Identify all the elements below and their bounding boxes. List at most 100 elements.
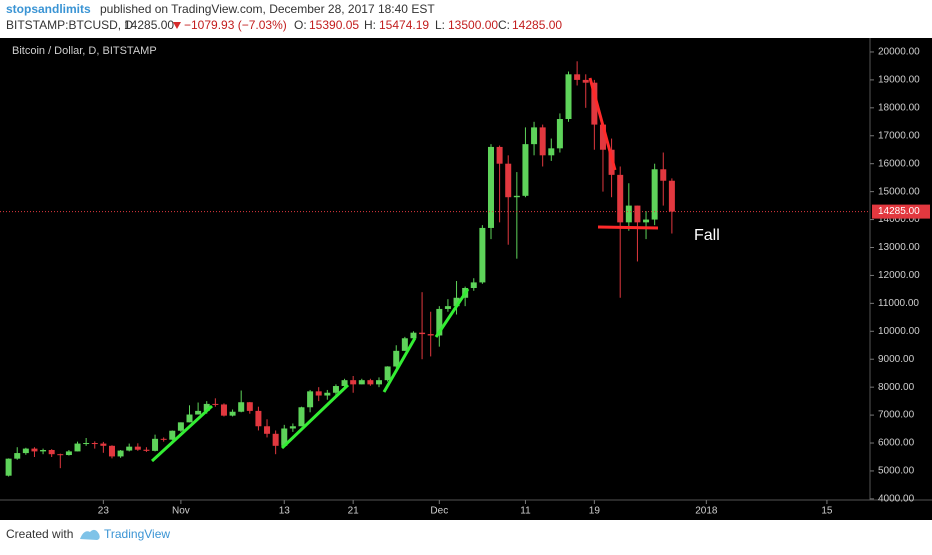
candle-body xyxy=(470,282,477,288)
candle-body xyxy=(436,308,443,336)
candle-body xyxy=(634,205,641,223)
candle-body xyxy=(444,306,451,309)
candle-body xyxy=(651,169,658,220)
candle-body xyxy=(574,74,581,80)
candle-body xyxy=(419,332,426,335)
marks: 4000.00 5000.00 6000.00 7000.00 8000.00 9000.… xyxy=(0,47,930,517)
candle-body xyxy=(14,453,21,459)
candle-body xyxy=(65,451,72,456)
candle-body xyxy=(341,380,348,387)
close: 14285.00 xyxy=(512,18,562,32)
candle-body xyxy=(410,332,417,339)
candle-body xyxy=(108,445,115,457)
trend-line xyxy=(434,288,470,338)
y-tick-label: 8000.00 xyxy=(878,382,915,393)
candle-body xyxy=(220,404,227,416)
x-tick-label: Dec xyxy=(430,506,448,517)
candle-body xyxy=(556,119,563,149)
footer-brand[interactable]: TradingView xyxy=(104,527,170,541)
candle-body xyxy=(152,438,159,451)
candle-body xyxy=(599,124,606,150)
candle-body xyxy=(376,380,383,385)
y-tick-label: 9000.00 xyxy=(878,354,915,365)
candle-body xyxy=(393,350,400,367)
candle-body xyxy=(513,195,520,198)
candle-body xyxy=(298,407,305,427)
footer-created: Created with xyxy=(6,527,73,541)
x-tick-label: 13 xyxy=(279,506,291,517)
candle-body xyxy=(160,438,167,440)
x-tick-label: 23 xyxy=(98,506,110,517)
candle-body xyxy=(177,422,184,431)
x-tick-label: 21 xyxy=(348,506,360,517)
candle-body xyxy=(384,366,391,381)
y-tick-label: 13000.00 xyxy=(878,242,920,253)
y-tick-label: 11000.00 xyxy=(878,298,919,309)
candle-body xyxy=(617,174,624,223)
x-tick-label: 15 xyxy=(821,506,833,517)
x-tick-label: Nov xyxy=(172,506,190,517)
candle-body xyxy=(212,403,219,405)
trend-line xyxy=(382,337,417,393)
published: published on TradingView.com, December 2… xyxy=(100,2,435,16)
candle-body xyxy=(427,334,434,336)
y-tick-label: 18000.00 xyxy=(878,102,920,113)
candle-body xyxy=(83,443,90,445)
down-arrow xyxy=(173,22,181,29)
high: 15474.19 xyxy=(379,18,429,32)
y-tick-label: 6000.00 xyxy=(878,438,915,449)
y-tick-label: 7000.00 xyxy=(878,410,915,421)
author[interactable]: stopsandlimits xyxy=(6,2,91,16)
y-tick-label: 10000.00 xyxy=(878,326,920,337)
candle-body xyxy=(565,74,572,120)
candle-body xyxy=(203,403,210,411)
y-tick-label: 14000.00 xyxy=(878,214,920,225)
high-label: H: xyxy=(364,18,376,32)
candle-body xyxy=(307,391,314,408)
candle-body xyxy=(332,386,339,393)
y-tick-label: 20000.00 xyxy=(878,47,920,58)
candle-body xyxy=(264,426,271,434)
last: 14285.00 xyxy=(124,18,174,32)
header-bg xyxy=(0,0,932,38)
candle-body xyxy=(272,433,279,446)
candle-body xyxy=(401,338,408,351)
candle-body xyxy=(289,426,296,429)
candle-body xyxy=(238,402,245,412)
candle-body xyxy=(229,411,236,416)
candle-body xyxy=(169,430,176,440)
candle-body xyxy=(539,127,546,156)
candle-body xyxy=(522,144,529,196)
candle-body xyxy=(195,410,202,415)
candle-body xyxy=(350,380,357,385)
low: 13500.00 xyxy=(448,18,498,32)
candle-body xyxy=(57,454,64,456)
candle-body xyxy=(505,163,512,198)
candle-body xyxy=(31,448,38,452)
candle-body xyxy=(5,458,12,476)
candle-body xyxy=(40,450,47,452)
support-line xyxy=(597,225,659,230)
candle-body xyxy=(74,443,81,452)
candle-body xyxy=(134,446,141,450)
candle-body xyxy=(453,297,460,307)
close-label: C: xyxy=(498,18,510,32)
trend-line xyxy=(150,404,214,463)
candle-body xyxy=(22,448,29,454)
candle-body xyxy=(660,169,667,181)
candle-body xyxy=(100,443,107,446)
candle-body xyxy=(487,146,494,228)
x-tick-label: 2018 xyxy=(695,506,718,517)
trend-line xyxy=(280,383,350,450)
candle-body xyxy=(591,82,598,125)
candle-body xyxy=(246,402,253,411)
candle-body xyxy=(281,428,288,446)
y-tick-label: 12000.00 xyxy=(878,270,920,281)
candle-body xyxy=(479,227,486,283)
candle-body xyxy=(315,391,322,396)
candle-body xyxy=(358,380,365,385)
y-tick-label: 19000.00 xyxy=(878,75,920,86)
change: −1079.93 (−7.03%) xyxy=(184,18,287,32)
candle-body xyxy=(496,146,503,164)
